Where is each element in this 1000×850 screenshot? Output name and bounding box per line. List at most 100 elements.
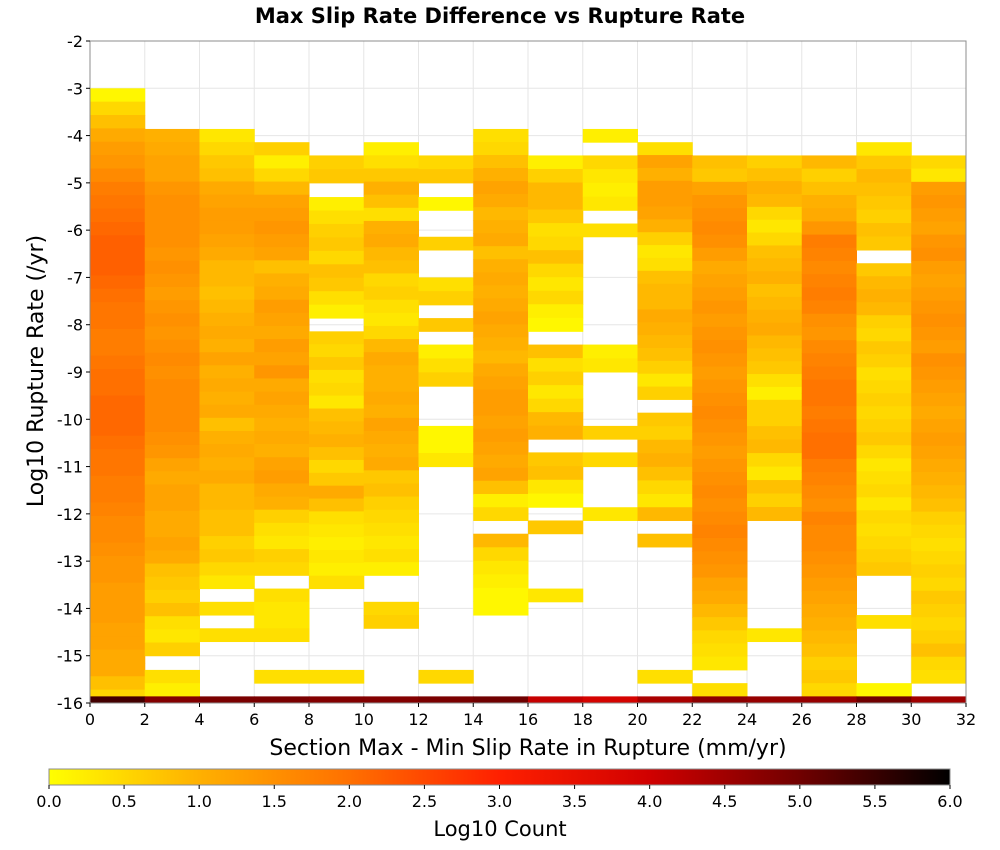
- heatmap-cell: [637, 180, 693, 195]
- heatmap-cell: [90, 462, 146, 477]
- heatmap-cell-bottom: [911, 696, 967, 703]
- heatmap-cell: [911, 300, 967, 315]
- heatmap-cell: [528, 317, 584, 332]
- heatmap-cell: [418, 236, 474, 251]
- heatmap-cell: [254, 142, 310, 156]
- heatmap-cell: [144, 589, 200, 604]
- heatmap-cell: [90, 181, 146, 196]
- heatmap-cell: [582, 223, 638, 238]
- heatmap-cell: [90, 128, 146, 143]
- heatmap-cell: [90, 208, 146, 223]
- heatmap-cell: [473, 441, 529, 456]
- heatmap-cell: [528, 236, 584, 251]
- heatmap-cell: [801, 287, 857, 302]
- heatmap-cell: [528, 412, 584, 427]
- heatmap-cell: [363, 155, 419, 169]
- heatmap-cell: [911, 326, 967, 341]
- heatmap-cell: [747, 181, 803, 195]
- heatmap-cell: [528, 155, 584, 170]
- heatmap-cell: [363, 535, 419, 550]
- colorbar-tick-label: 4.0: [637, 792, 662, 811]
- heatmap-cell: [473, 168, 529, 182]
- heatmap-cell: [801, 538, 857, 552]
- heatmap-cell: [144, 128, 200, 143]
- heatmap-cell: [199, 142, 255, 156]
- heatmap-cell: [692, 234, 748, 249]
- heatmap-cell: [911, 485, 967, 499]
- heatmap-cell: [199, 601, 255, 616]
- heatmap-cell: [309, 408, 365, 422]
- heatmap-cell: [418, 318, 474, 332]
- heatmap-cell-bottom: [582, 696, 638, 703]
- heatmap-cell: [911, 181, 967, 196]
- heatmap-cell: [473, 574, 529, 589]
- heatmap-cell: [856, 683, 912, 697]
- heatmap-cell: [747, 194, 803, 208]
- heatmap-cell: [637, 219, 693, 233]
- heatmap-cell: [363, 339, 419, 353]
- heatmap-cell: [199, 168, 255, 182]
- heatmap-cell: [254, 562, 310, 576]
- heatmap-cell: [199, 155, 255, 169]
- colorbar-tick-label: 0.5: [111, 792, 136, 811]
- x-tick-label: 0: [85, 710, 95, 729]
- heatmap-cell: [528, 371, 584, 386]
- heatmap-cell: [363, 483, 419, 498]
- x-tick-label: 8: [304, 710, 314, 729]
- heatmap-cell: [801, 195, 857, 209]
- heatmap-cell: [801, 617, 857, 631]
- heatmap-cell: [363, 496, 419, 511]
- heatmap-cell: [144, 484, 200, 499]
- colorbar-tick-label: 4.5: [712, 792, 737, 811]
- heatmap-cell: [637, 360, 693, 375]
- heatmap-cell: [528, 304, 584, 319]
- heatmap-cell: [254, 509, 310, 524]
- heatmap-cell: [199, 286, 255, 301]
- heatmap-cell: [801, 485, 857, 499]
- heatmap-cell: [747, 232, 803, 246]
- heatmap-cell: [473, 587, 529, 602]
- colorbar-tick-label: 6.0: [937, 792, 962, 811]
- heatmap-cell: [199, 549, 255, 563]
- heatmap-cell-bottom: [90, 696, 146, 703]
- heatmap-cell: [801, 432, 857, 447]
- heatmap-cell: [911, 313, 967, 328]
- heatmap-cell: [144, 537, 200, 551]
- heatmap-cell: [856, 458, 912, 472]
- heatmap-cell: [637, 412, 693, 427]
- heatmap-cell: [473, 507, 529, 521]
- heatmap-cell: [801, 221, 857, 236]
- heatmap-cell-bottom: [528, 696, 584, 703]
- heatmap-cell: [473, 389, 529, 404]
- heatmap-cell: [309, 291, 365, 306]
- heatmap-cell: [473, 350, 529, 364]
- heatmap-cell: [801, 168, 857, 183]
- heatmap-cell: [90, 328, 146, 343]
- heatmap-cell: [309, 277, 365, 292]
- heatmap-cell: [692, 630, 748, 645]
- heatmap-cell: [309, 395, 365, 410]
- heatmap-cell: [254, 352, 310, 366]
- heatmap-cell: [309, 169, 365, 184]
- heatmap-cell: [254, 483, 310, 498]
- heatmap-cell: [692, 221, 748, 236]
- heatmap-cell: [254, 496, 310, 511]
- x-tick-label: 28: [846, 710, 866, 729]
- heatmap-cell: [692, 274, 748, 288]
- colorbar-tick-label: 0.0: [36, 792, 61, 811]
- heatmap-cell: [199, 562, 255, 576]
- heatmap-cell: [144, 629, 200, 644]
- heatmap-cell: [801, 181, 857, 196]
- heatmap-cell: [801, 656, 857, 671]
- heatmap-cell: [363, 352, 419, 366]
- heatmap-cell: [528, 196, 584, 211]
- heatmap-cell: [801, 564, 857, 579]
- heatmap-cell: [856, 406, 912, 420]
- heatmap-cell: [747, 361, 803, 375]
- heatmap-cell: [856, 419, 912, 433]
- heatmap-cell: [309, 250, 365, 265]
- heatmap-cell: [747, 284, 803, 298]
- heatmap-cell: [199, 628, 255, 643]
- x-tick-label: 2: [140, 710, 150, 729]
- heatmap-cell-bottom: [747, 696, 803, 703]
